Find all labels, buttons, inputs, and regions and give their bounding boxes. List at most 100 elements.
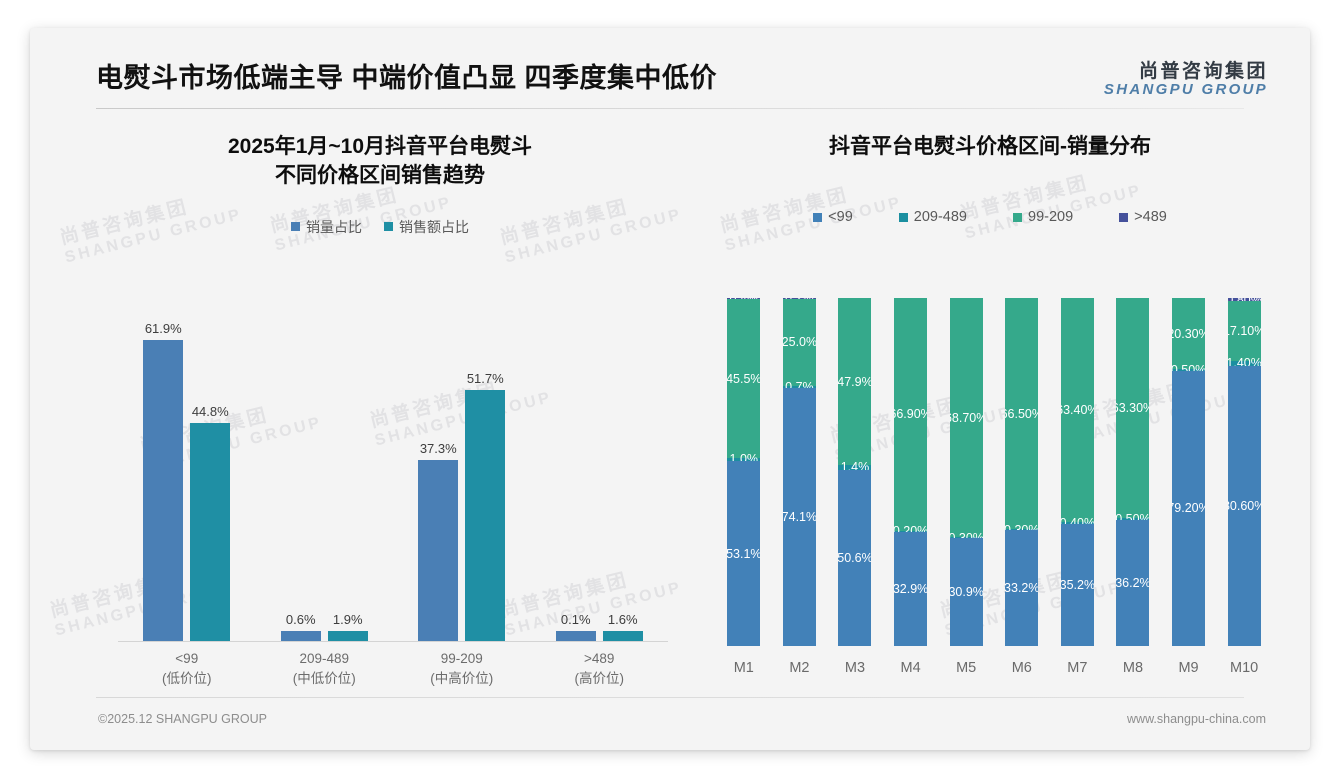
stack-column: 0.00%68.70%0.30%30.9%	[938, 298, 994, 646]
bar-sales-amount[interactable]: 44.8%	[190, 404, 231, 641]
bar-sales-volume[interactable]: 0.6%	[280, 612, 321, 641]
bar-sales-amount[interactable]: 1.6%	[602, 612, 643, 641]
x-axis-label-tier: (中低价位)	[292, 671, 356, 687]
bar-group: 37.3% 51.7%	[393, 301, 531, 641]
stack-segment[interactable]: 80.60%	[1227, 365, 1261, 646]
bar-sales-volume[interactable]: 37.3%	[418, 441, 459, 641]
stack-segment[interactable]: 53.1%	[727, 461, 761, 646]
x-axis-label: M5	[956, 660, 977, 676]
stack-column: 0.00%66.50%0.30%33.2%	[994, 298, 1050, 646]
bar-value-label: 44.8%	[191, 404, 229, 420]
legend-label: 209-489	[913, 209, 967, 226]
bar-sales-volume[interactable]: 0.1%	[555, 612, 596, 641]
stacked-bar[interactable]: 0.00%66.50%0.30%33.2%	[1005, 298, 1039, 646]
legend-item-sales-volume[interactable]: 销量占比	[291, 217, 362, 237]
stack-segment-label: 47.9%	[838, 374, 872, 389]
stack-column: 0.00%63.30%0.50%36.2%	[1105, 298, 1161, 646]
footer-website[interactable]: www.shangpu-china.com	[1127, 712, 1266, 726]
stack-segment[interactable]: 47.9%	[838, 298, 872, 466]
stack-segment[interactable]: 30.9%	[949, 538, 983, 646]
slide-header: 电熨斗市场低端主导 中端价值凸显 四季度集中低价 尚普咨询集团 SHANGPU …	[30, 28, 1310, 114]
stack-segment[interactable]: 33.2%	[1005, 530, 1039, 646]
stacked-bar[interactable]: 0.00%63.40%0.40%35.2%	[1060, 298, 1094, 646]
stack-segment[interactable]: 66.90%	[894, 298, 928, 531]
stack-segment-label: 33.2%	[1005, 581, 1039, 596]
x-axis-label: M8	[1122, 660, 1144, 676]
stacked-bar[interactable]: 0.10%20.30%0.50%79.20%	[1172, 298, 1206, 646]
x-axis-label: M4	[900, 660, 921, 676]
stack-column: 0.0%47.9%1.4%50.6%	[827, 298, 883, 646]
stacked-bar[interactable]: 0.00%66.90%0.20%32.9%	[894, 298, 928, 646]
bar-fill	[555, 630, 596, 641]
x-axis-label: >489 (高价位)	[531, 644, 669, 694]
legend-swatch-icon	[813, 212, 823, 222]
x-axis-label-tier: (高价位)	[574, 671, 625, 687]
x-axis-label: M10	[1230, 660, 1259, 676]
x-axis-label-range: >489	[584, 651, 615, 666]
x-axis-label: 209-489 (中低价位)	[256, 644, 394, 694]
legend-label: 99-209	[1028, 209, 1074, 226]
left-chart-legend: 销量占比 销售额占比	[70, 217, 690, 237]
stack-segment-label: 74.1%	[782, 510, 816, 525]
bar-fill	[280, 630, 321, 641]
legend-label: 销量占比	[306, 218, 362, 235]
x-axis-label: <99 (低价位)	[118, 644, 256, 694]
stack-column: 0.10%20.30%0.50%79.20%	[1161, 298, 1217, 646]
x-axis-label-range: 99-209	[440, 651, 483, 666]
bar-fill	[465, 389, 506, 641]
stack-segment[interactable]: 63.40%	[1060, 298, 1094, 523]
stack-segment-label: 35.2%	[1060, 577, 1094, 592]
legend-item-489[interactable]: >489	[1119, 209, 1167, 225]
stack-segment[interactable]: 45.5%	[727, 299, 761, 458]
stack-segment[interactable]: 17.10%	[1227, 301, 1261, 361]
bar-sales-amount[interactable]: 51.7%	[465, 371, 506, 641]
bar-fill	[602, 630, 643, 641]
bar-sales-volume[interactable]: 61.9%	[143, 321, 184, 641]
stack-column: 0.2%25.0%0.7%74.1%	[772, 298, 828, 646]
stack-segment[interactable]: 32.9%	[894, 531, 928, 646]
stacked-bar[interactable]: 0.00%63.30%0.50%36.2%	[1116, 298, 1150, 646]
legend-item-sales-amount[interactable]: 销售额占比	[384, 217, 469, 237]
right-chart-legend: <99 209-489 99-209 >489	[690, 209, 1290, 225]
x-axis-label: M3	[844, 660, 866, 676]
stack-segment[interactable]: 74.1%	[782, 388, 816, 646]
stack-segment-label: 63.30%	[1116, 401, 1149, 416]
stack-segment[interactable]: 63.30%	[1116, 298, 1150, 519]
legend-label: <99	[828, 209, 853, 226]
stack-segment[interactable]: 36.2%	[1116, 520, 1150, 646]
stacked-bar[interactable]: 0.4%45.5%1.0%53.1%	[727, 298, 761, 646]
legend-swatch-icon	[1013, 212, 1022, 222]
x-axis-labels: <99 (低价位) 209-489 (中低价位) 99-209 (中高价位) >489 (高价…	[118, 644, 668, 694]
x-axis-label: M9	[1178, 660, 1199, 676]
bar-value-label: 61.9%	[144, 321, 182, 337]
bar-sales-amount[interactable]: 1.9%	[327, 612, 368, 641]
x-axis-label: 99-209 (中高价位)	[393, 644, 531, 694]
stack-segment[interactable]: 50.6%	[838, 469, 872, 646]
stack-segment[interactable]: 79.20%	[1172, 370, 1206, 646]
legend-item-99-209[interactable]: 99-209	[1013, 209, 1073, 225]
legend-swatch-icon	[291, 222, 300, 232]
legend-item-209-489[interactable]: 209-489	[898, 209, 967, 226]
stack-segment-label: 63.40%	[1061, 403, 1094, 418]
x-axis-label-range: 209-489	[299, 651, 350, 666]
bar-fill	[418, 459, 459, 641]
stack-segment-label: 45.5%	[727, 371, 761, 386]
legend-label: >489	[1134, 209, 1167, 226]
stack-segment[interactable]: 35.2%	[1060, 523, 1094, 646]
stack-segment[interactable]: 20.30%	[1172, 298, 1206, 369]
stack-segment-label: 36.2%	[1116, 576, 1150, 591]
stack-segment[interactable]: 25.0%	[782, 298, 816, 386]
stacked-bar[interactable]: 0.0%47.9%1.4%50.6%	[838, 298, 872, 646]
stack-segment[interactable]: 68.70%	[949, 298, 983, 538]
right-chart-title-line1: 抖音平台电熨斗价格区间-销量分布	[829, 135, 1151, 158]
bar-value-label: 0.6%	[285, 611, 316, 627]
stack-segment-label: 53.1%	[727, 546, 761, 561]
stacked-bar[interactable]: 0.00%68.70%0.30%30.9%	[949, 298, 983, 646]
stacked-bar[interactable]: 0.2%25.0%0.7%74.1%	[782, 298, 816, 646]
bar-value-label: 1.9%	[332, 611, 363, 627]
stack-segment[interactable]: 66.50%	[1005, 298, 1039, 530]
x-axis-line	[118, 641, 668, 642]
legend-item-99[interactable]: <99	[813, 209, 853, 225]
stacked-bar[interactable]: 0.80%17.10%1.40%80.60%	[1227, 298, 1261, 646]
page-title: 电熨斗市场低端主导 中端价值凸显 四季度集中低价	[96, 63, 718, 93]
